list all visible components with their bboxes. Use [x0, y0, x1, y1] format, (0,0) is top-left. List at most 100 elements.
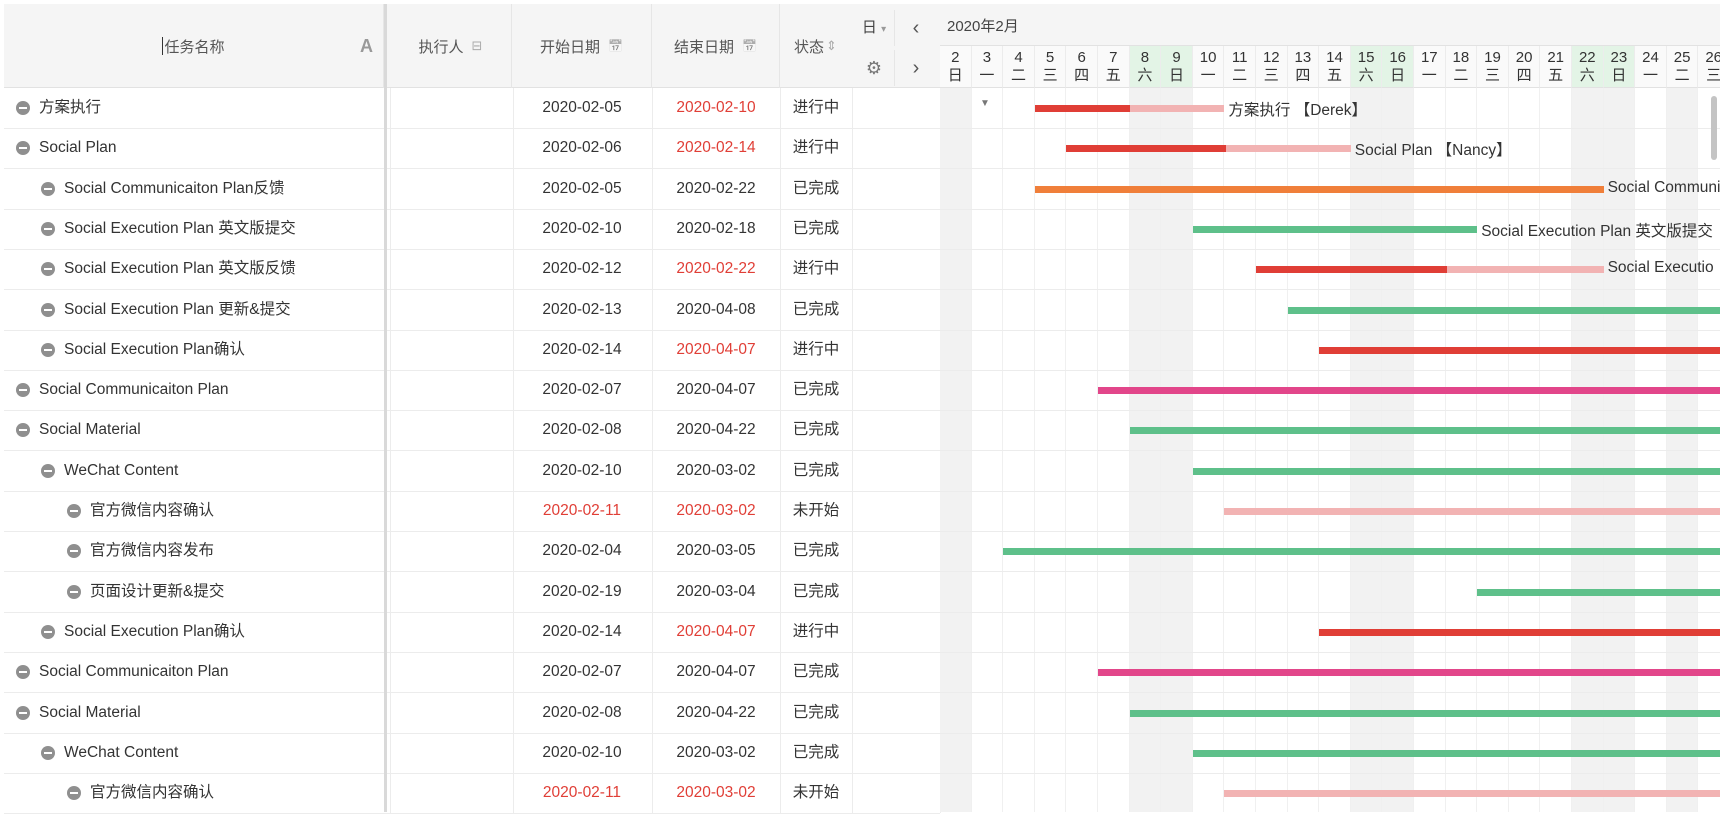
- start-date-cell[interactable]: 2020-02-04: [512, 531, 653, 572]
- table-row[interactable]: Social Plan 2020-02-06 2020-02-14 进行中: [4, 128, 941, 170]
- collapse-icon[interactable]: [41, 302, 55, 317]
- end-date-cell[interactable]: 2020-04-07: [652, 611, 781, 652]
- pane-splitter[interactable]: [384, 4, 387, 812]
- task-name-cell[interactable]: 官方微信内容确认: [4, 491, 384, 531]
- table-row[interactable]: WeChat Content 2020-02-10 2020-03-02 已完成: [4, 732, 941, 774]
- collapse-icon[interactable]: [67, 544, 81, 559]
- col-header-end[interactable]: 结束日期 📅: [652, 4, 780, 88]
- task-bar-progress[interactable]: [1256, 266, 1448, 274]
- task-bar[interactable]: [1129, 709, 1720, 717]
- task-bar[interactable]: [1192, 225, 1478, 233]
- task-bar[interactable]: [1003, 548, 1720, 556]
- status-cell[interactable]: 进行中: [780, 128, 853, 169]
- table-row[interactable]: 官方微信内容确认 2020-02-11 2020-03-02 未开始: [4, 773, 941, 814]
- task-name-cell[interactable]: WeChat Content: [4, 733, 384, 773]
- owner-cell[interactable]: [390, 88, 514, 128]
- owner-cell[interactable]: [390, 531, 514, 572]
- table-row[interactable]: Social Execution Plan 更新&提交 2020-02-13 202…: [4, 289, 941, 331]
- owner-cell[interactable]: [390, 732, 514, 773]
- status-cell[interactable]: 已完成: [780, 652, 853, 693]
- owner-cell[interactable]: [390, 410, 514, 451]
- start-date-cell[interactable]: 2020-02-13: [512, 289, 653, 330]
- table-row[interactable]: Social Execution Plan 英文版反馈 2020-02-12 202…: [4, 249, 941, 291]
- collapse-icon[interactable]: [67, 786, 81, 801]
- end-date-cell[interactable]: 2020-04-07: [652, 652, 781, 693]
- collapse-icon[interactable]: [41, 181, 55, 196]
- end-date-cell[interactable]: 2020-04-22: [652, 410, 781, 451]
- task-name-cell[interactable]: Social Material: [4, 410, 384, 450]
- collapse-icon[interactable]: [16, 705, 30, 720]
- status-cell[interactable]: 已完成: [780, 692, 853, 733]
- table-row[interactable]: Social Communicaiton Plan 2020-02-07 2020-…: [4, 652, 941, 694]
- table-row[interactable]: Social Material 2020-02-08 2020-04-22 已完成: [4, 692, 941, 734]
- table-row[interactable]: 官方微信内容确认 2020-02-11 2020-03-02 未开始: [4, 491, 941, 532]
- table-row[interactable]: 方案执行 2020-02-05 2020-02-10 进行中: [4, 88, 941, 129]
- end-date-cell[interactable]: 2020-02-10: [652, 88, 781, 128]
- task-name-cell[interactable]: Social Communicaiton Plan: [4, 652, 384, 692]
- table-row[interactable]: Social Execution Plan确认 2020-02-14 2020-04…: [4, 611, 941, 653]
- collapse-icon[interactable]: [16, 141, 30, 156]
- table-row[interactable]: WeChat Content 2020-02-10 2020-03-02 已完成: [4, 450, 941, 492]
- collapse-icon[interactable]: [16, 101, 30, 115]
- collapse-icon[interactable]: [16, 665, 30, 680]
- next-period-button[interactable]: ›: [896, 48, 936, 88]
- col-header-status[interactable]: 状态 ⇕: [780, 4, 852, 88]
- table-row[interactable]: 页面设计更新&提交 2020-02-19 2020-03-04 已完成: [4, 571, 941, 613]
- end-date-cell[interactable]: 2020-03-02: [652, 732, 781, 773]
- task-bar[interactable]: [1477, 588, 1720, 596]
- task-bar-remaining[interactable]: [1129, 105, 1225, 112]
- owner-cell[interactable]: [390, 611, 514, 652]
- owner-cell[interactable]: [390, 168, 514, 209]
- table-row[interactable]: Social Material 2020-02-08 2020-04-22 已完成: [4, 410, 941, 452]
- task-name-cell[interactable]: Social Plan: [4, 128, 384, 168]
- vertical-scrollbar[interactable]: [1711, 96, 1717, 160]
- status-cell[interactable]: 进行中: [780, 88, 853, 128]
- table-row[interactable]: Social Communicaiton Plan 2020-02-07 2020-…: [4, 370, 941, 412]
- start-date-cell[interactable]: 2020-02-05: [512, 88, 653, 128]
- task-bar[interactable]: [1287, 306, 1720, 314]
- start-date-cell[interactable]: 2020-02-10: [512, 732, 653, 773]
- owner-cell[interactable]: [390, 128, 514, 169]
- owner-cell[interactable]: [390, 289, 514, 330]
- end-date-cell[interactable]: 2020-02-14: [652, 128, 781, 169]
- status-cell[interactable]: 已完成: [780, 531, 853, 572]
- end-date-cell[interactable]: 2020-03-02: [652, 450, 781, 491]
- task-name-cell[interactable]: Social Execution Plan 更新&提交: [4, 290, 384, 330]
- status-cell[interactable]: 已完成: [780, 168, 853, 209]
- status-cell[interactable]: 未开始: [780, 491, 853, 531]
- start-date-cell[interactable]: 2020-02-08: [512, 410, 653, 451]
- task-name-cell[interactable]: 官方微信内容确认: [4, 773, 384, 813]
- text-format-icon[interactable]: A: [360, 35, 373, 56]
- collapse-icon[interactable]: [67, 504, 81, 518]
- owner-cell[interactable]: [390, 692, 514, 733]
- owner-cell[interactable]: [390, 329, 514, 370]
- table-row[interactable]: 官方微信内容发布 2020-02-04 2020-03-05 已完成: [4, 531, 941, 573]
- end-date-cell[interactable]: 2020-04-07: [652, 329, 781, 370]
- task-bar[interactable]: [1034, 185, 1604, 193]
- start-date-cell[interactable]: 2020-02-14: [512, 611, 653, 652]
- start-date-cell[interactable]: 2020-02-14: [512, 329, 653, 370]
- collapse-icon[interactable]: [41, 342, 55, 357]
- status-cell[interactable]: 已完成: [780, 571, 853, 612]
- dropdown-triangle-icon[interactable]: ▼: [980, 98, 990, 109]
- task-name-cell[interactable]: Social Communicaiton Plan: [4, 370, 384, 410]
- task-name-cell[interactable]: Social Material: [4, 693, 384, 733]
- status-cell[interactable]: 进行中: [780, 249, 853, 290]
- start-date-cell[interactable]: 2020-02-10: [512, 450, 653, 491]
- collapse-icon[interactable]: [41, 745, 55, 760]
- task-bar[interactable]: [1192, 467, 1720, 475]
- status-cell[interactable]: 已完成: [780, 289, 853, 330]
- owner-cell[interactable]: [390, 450, 514, 491]
- end-date-cell[interactable]: 2020-02-22: [652, 168, 781, 209]
- collapse-icon[interactable]: [41, 221, 55, 236]
- task-name-cell[interactable]: 方案执行: [4, 88, 384, 128]
- task-bar[interactable]: [1224, 508, 1720, 515]
- task-name-cell[interactable]: 页面设计更新&提交: [4, 572, 384, 612]
- status-cell[interactable]: 已完成: [780, 370, 853, 411]
- task-name-cell[interactable]: Social Communicaiton Plan反馈: [4, 169, 384, 209]
- start-date-cell[interactable]: 2020-02-06: [512, 128, 653, 169]
- collapse-icon[interactable]: [67, 584, 81, 599]
- owner-cell[interactable]: [390, 571, 514, 612]
- task-bar-progress[interactable]: [1066, 145, 1226, 153]
- status-cell[interactable]: 已完成: [780, 208, 853, 249]
